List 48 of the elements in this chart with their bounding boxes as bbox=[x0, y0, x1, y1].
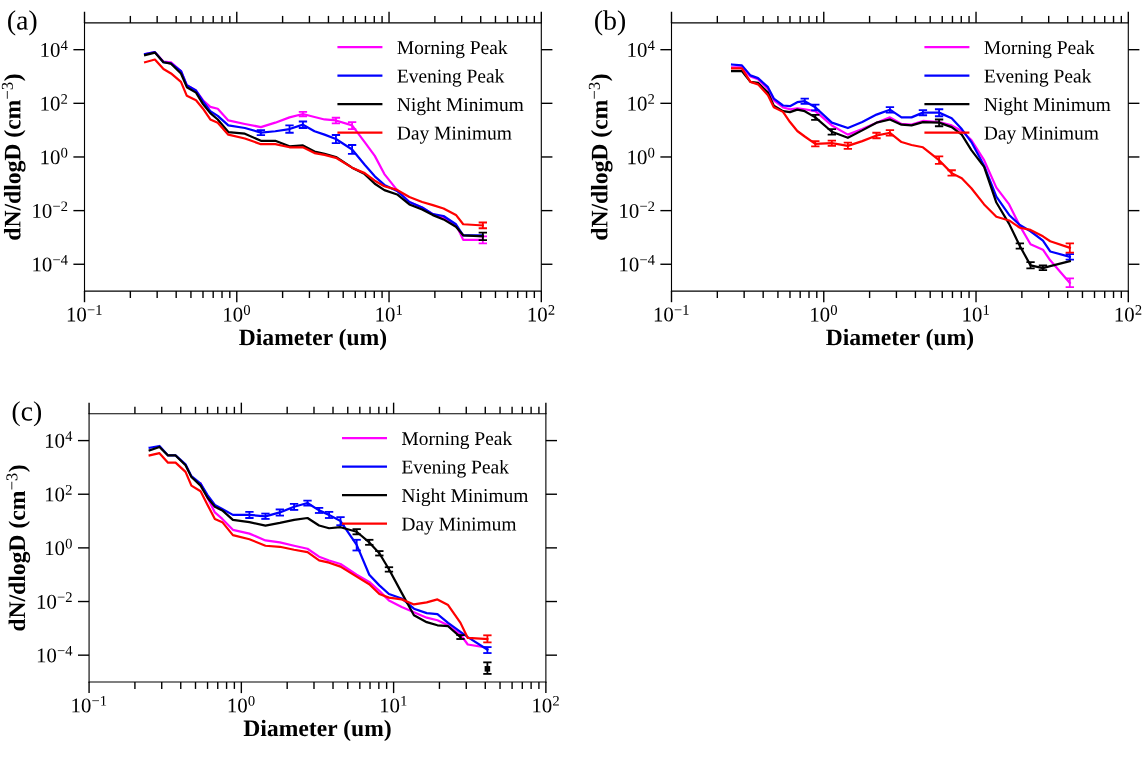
x-tick-label: 10$^{1}$ bbox=[963, 305, 989, 322]
chart-title: (a) bbox=[8, 10, 37, 36]
y-tick-label: 10$^{−2}$ bbox=[620, 201, 655, 218]
legend-label: Morning Peak bbox=[397, 40, 508, 59]
x-tick-label: 10$^{2}$ bbox=[1115, 305, 1142, 322]
legend-label: Night Minimum bbox=[397, 97, 524, 116]
x-tick-label: 10$^{2}$ bbox=[533, 695, 559, 713]
y-tick-label: 10$^{−2}$ bbox=[33, 201, 68, 218]
chart-title: (b) bbox=[595, 10, 626, 36]
x-tick-label: 10$^{−1}$ bbox=[654, 305, 689, 322]
x-axis-title: Diameter (um) bbox=[826, 328, 974, 351]
legend-label: Morning Peak bbox=[984, 40, 1095, 59]
legend-label: Day Minimum bbox=[402, 517, 517, 535]
y-axis-title: dN/dlogD (cm$^{−3}$) bbox=[6, 465, 31, 631]
y-tick-label: 10$^{2}$ bbox=[628, 94, 655, 111]
y-tick-label: 10$^{0}$ bbox=[41, 147, 68, 165]
y-tick-label: 10$^{0}$ bbox=[628, 147, 655, 165]
y-axis-title: dN/dlogD (cm$^{−3}$) bbox=[588, 74, 613, 240]
x-tick-label: 10$^{2}$ bbox=[528, 305, 555, 322]
x-tick-label: 10$^{0}$ bbox=[224, 305, 251, 322]
legend-label: Day Minimum bbox=[397, 126, 512, 144]
legend-label: Night Minimum bbox=[402, 488, 529, 507]
y-tick-label: 10$^{−4}$ bbox=[37, 645, 73, 663]
y-tick-label: 10$^{−4}$ bbox=[620, 255, 655, 272]
y-tick-label: 10$^{4}$ bbox=[41, 40, 68, 57]
y-tick-label: 10$^{0}$ bbox=[45, 538, 72, 556]
x-tick-label: 10$^{0}$ bbox=[228, 695, 255, 713]
y-tick-label: 10$^{2}$ bbox=[41, 94, 68, 111]
legend-label: Evening Peak bbox=[984, 68, 1092, 87]
x-tick-label: 10$^{1}$ bbox=[376, 305, 402, 322]
x-tick-label: 10$^{1}$ bbox=[380, 695, 407, 713]
legend-label: Evening Peak bbox=[397, 68, 505, 87]
y-tick-label: 10$^{−2}$ bbox=[37, 592, 72, 609]
y-tick-label: 10$^{4}$ bbox=[628, 40, 655, 57]
legend-label: Day Minimum bbox=[984, 126, 1099, 144]
y-tick-label: 10$^{−4}$ bbox=[33, 255, 68, 272]
legend-label: Evening Peak bbox=[402, 459, 509, 478]
x-tick-label: 10$^{−1}$ bbox=[72, 695, 107, 713]
legend-label: Night Minimum bbox=[984, 97, 1111, 116]
legend-label: Morning Peak bbox=[402, 431, 513, 450]
y-tick-label: 10$^{4}$ bbox=[45, 431, 73, 448]
x-axis-title: Diameter (um) bbox=[243, 719, 391, 742]
y-axis-title: dN/dlogD (cm$^{−3}$) bbox=[1, 74, 26, 240]
y-tick-label: 10$^{2}$ bbox=[45, 485, 72, 502]
chart-title: (c) bbox=[12, 401, 42, 427]
x-axis-title: Diameter (um) bbox=[239, 328, 387, 351]
x-tick-label: 10$^{−1}$ bbox=[67, 305, 102, 322]
x-tick-label: 10$^{0}$ bbox=[811, 305, 838, 322]
